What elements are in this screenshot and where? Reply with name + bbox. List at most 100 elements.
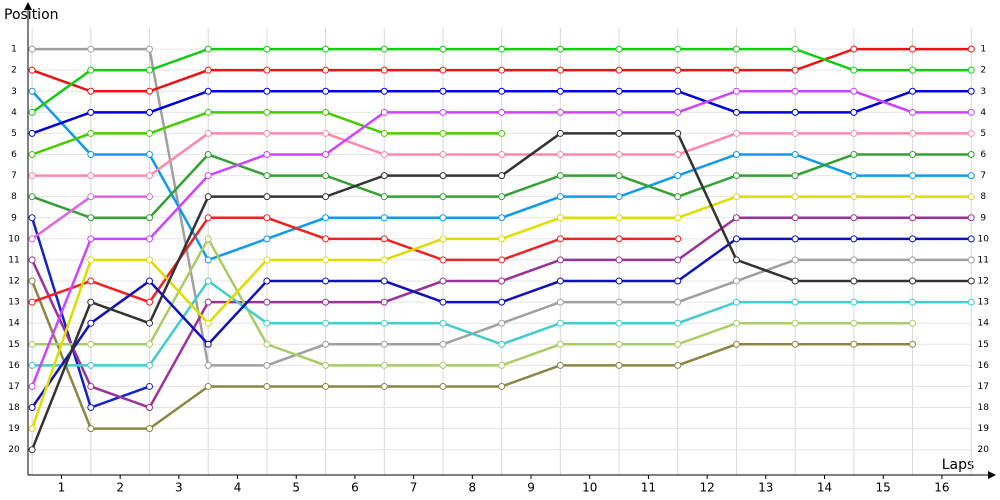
- point: [439, 66, 447, 74]
- point: [380, 87, 388, 95]
- point: [732, 129, 740, 137]
- point: [87, 404, 95, 412]
- point: [204, 66, 212, 74]
- point: [146, 235, 153, 243]
- point: [322, 277, 330, 285]
- point: [791, 340, 799, 348]
- point: [556, 361, 564, 369]
- point: [498, 319, 506, 327]
- y-tick-label: 13: [8, 298, 19, 308]
- point: [380, 298, 388, 306]
- point: [850, 277, 858, 285]
- point: [28, 340, 36, 348]
- point: [498, 193, 506, 201]
- point: [439, 340, 447, 348]
- y-tick-label: 20: [8, 445, 20, 455]
- point: [732, 214, 740, 222]
- x-tick-label: 5: [292, 481, 300, 495]
- y-tick-label: 3: [11, 87, 17, 97]
- y-tick-label-right: 12: [978, 277, 989, 287]
- point: [322, 256, 330, 264]
- point: [28, 129, 36, 137]
- point: [146, 319, 153, 327]
- y-tick-label-right: 1: [980, 45, 986, 55]
- point: [615, 298, 623, 306]
- point: [87, 129, 95, 137]
- point: [615, 214, 623, 222]
- point: [791, 256, 799, 264]
- point: [146, 361, 153, 369]
- point: [380, 277, 388, 285]
- point: [732, 235, 740, 243]
- point: [439, 235, 447, 243]
- y-tick-label-right: 18: [978, 403, 990, 413]
- point: [204, 193, 212, 201]
- point: [380, 256, 388, 264]
- point: [556, 319, 564, 327]
- point: [674, 214, 682, 222]
- point: [498, 172, 506, 180]
- x-tick-label: 3: [175, 481, 183, 495]
- y-tick-label: 4: [11, 108, 17, 118]
- y-tick-label: 17: [8, 382, 19, 392]
- y-tick-label-right: 10: [978, 234, 990, 244]
- point: [615, 172, 623, 180]
- point: [380, 382, 388, 390]
- x-axis-label: Laps: [942, 457, 975, 473]
- point: [850, 256, 858, 264]
- point: [850, 340, 858, 348]
- point: [909, 319, 917, 327]
- point: [263, 298, 271, 306]
- point: [439, 129, 447, 137]
- point: [556, 108, 564, 116]
- point: [204, 151, 212, 159]
- point: [146, 340, 153, 348]
- point: [498, 235, 506, 243]
- point: [732, 108, 740, 116]
- point: [439, 193, 447, 201]
- point: [380, 66, 388, 74]
- point: [498, 66, 506, 74]
- point: [498, 151, 506, 159]
- point: [28, 214, 36, 222]
- point: [732, 87, 740, 95]
- point: [380, 193, 388, 201]
- point: [791, 235, 799, 243]
- point: [322, 361, 330, 369]
- point: [146, 45, 153, 53]
- point: [615, 319, 623, 327]
- point: [263, 172, 271, 180]
- point: [674, 129, 682, 137]
- x-tick-label: 11: [641, 481, 656, 495]
- point: [87, 361, 95, 369]
- point: [791, 87, 799, 95]
- point: [556, 298, 564, 306]
- y-tick-label-right: 5: [980, 129, 986, 139]
- point: [967, 298, 975, 306]
- point: [146, 87, 153, 95]
- y-tick-label-right: 2: [980, 66, 986, 76]
- point: [439, 45, 447, 53]
- point: [791, 45, 799, 53]
- point: [909, 108, 917, 116]
- point: [850, 45, 858, 53]
- y-tick-label-right: 11: [978, 255, 989, 265]
- point: [146, 277, 153, 285]
- point: [791, 277, 799, 285]
- y-tick-label: 6: [11, 150, 17, 160]
- point: [146, 129, 153, 137]
- point: [439, 319, 447, 327]
- point: [556, 256, 564, 264]
- point: [967, 256, 975, 264]
- point: [439, 256, 447, 264]
- point: [967, 45, 975, 53]
- point: [498, 256, 506, 264]
- point: [674, 361, 682, 369]
- point: [380, 108, 388, 116]
- point: [791, 151, 799, 159]
- point: [146, 108, 153, 116]
- x-tick-label: 14: [817, 481, 832, 495]
- point: [204, 382, 212, 390]
- point: [909, 256, 917, 264]
- point: [615, 129, 623, 137]
